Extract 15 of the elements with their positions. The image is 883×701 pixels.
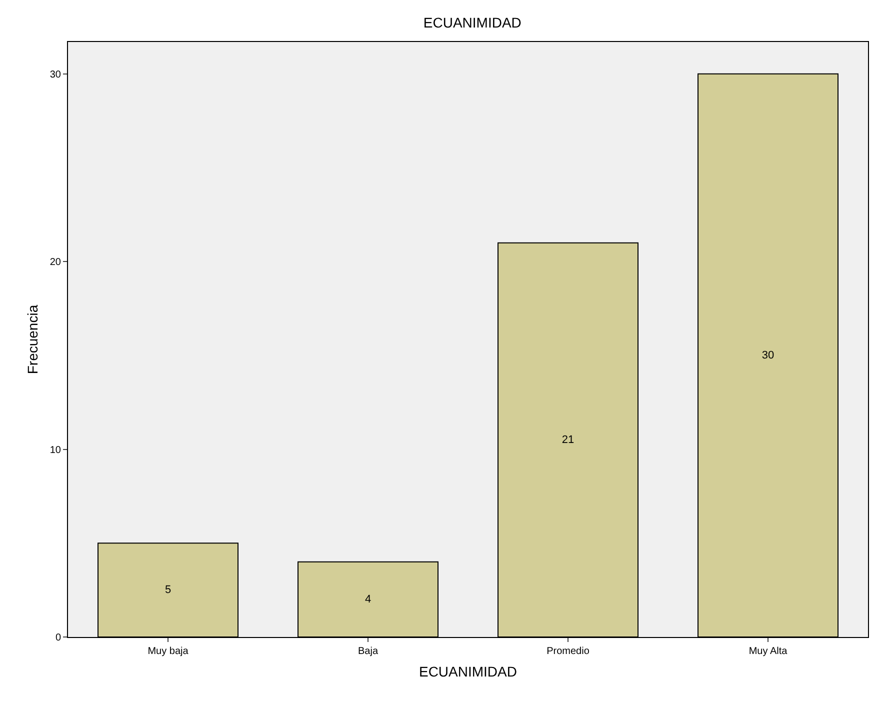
data-label: 5 (164, 584, 172, 596)
y-axis-title: Frecuencia (24, 304, 40, 374)
y-tick-label: 0 (55, 632, 62, 644)
x-tick-label: Baja (358, 646, 378, 657)
x-tick-label: Muy Alta (748, 646, 788, 657)
x-tick-label: Promedio (546, 646, 590, 657)
data-label: 30 (762, 349, 774, 362)
x-axis-title: ECUANIMIDAD (418, 663, 518, 680)
data-label: 21 (562, 434, 574, 446)
x-tick-label: Muy baja (148, 646, 189, 657)
data-label: 4 (364, 593, 372, 606)
y-tick-label: 30 (50, 69, 62, 80)
y-tick-label: 10 (50, 444, 62, 456)
chart-title: ECUANIMIDAD (423, 14, 522, 30)
y-tick-label: 20 (50, 257, 62, 268)
